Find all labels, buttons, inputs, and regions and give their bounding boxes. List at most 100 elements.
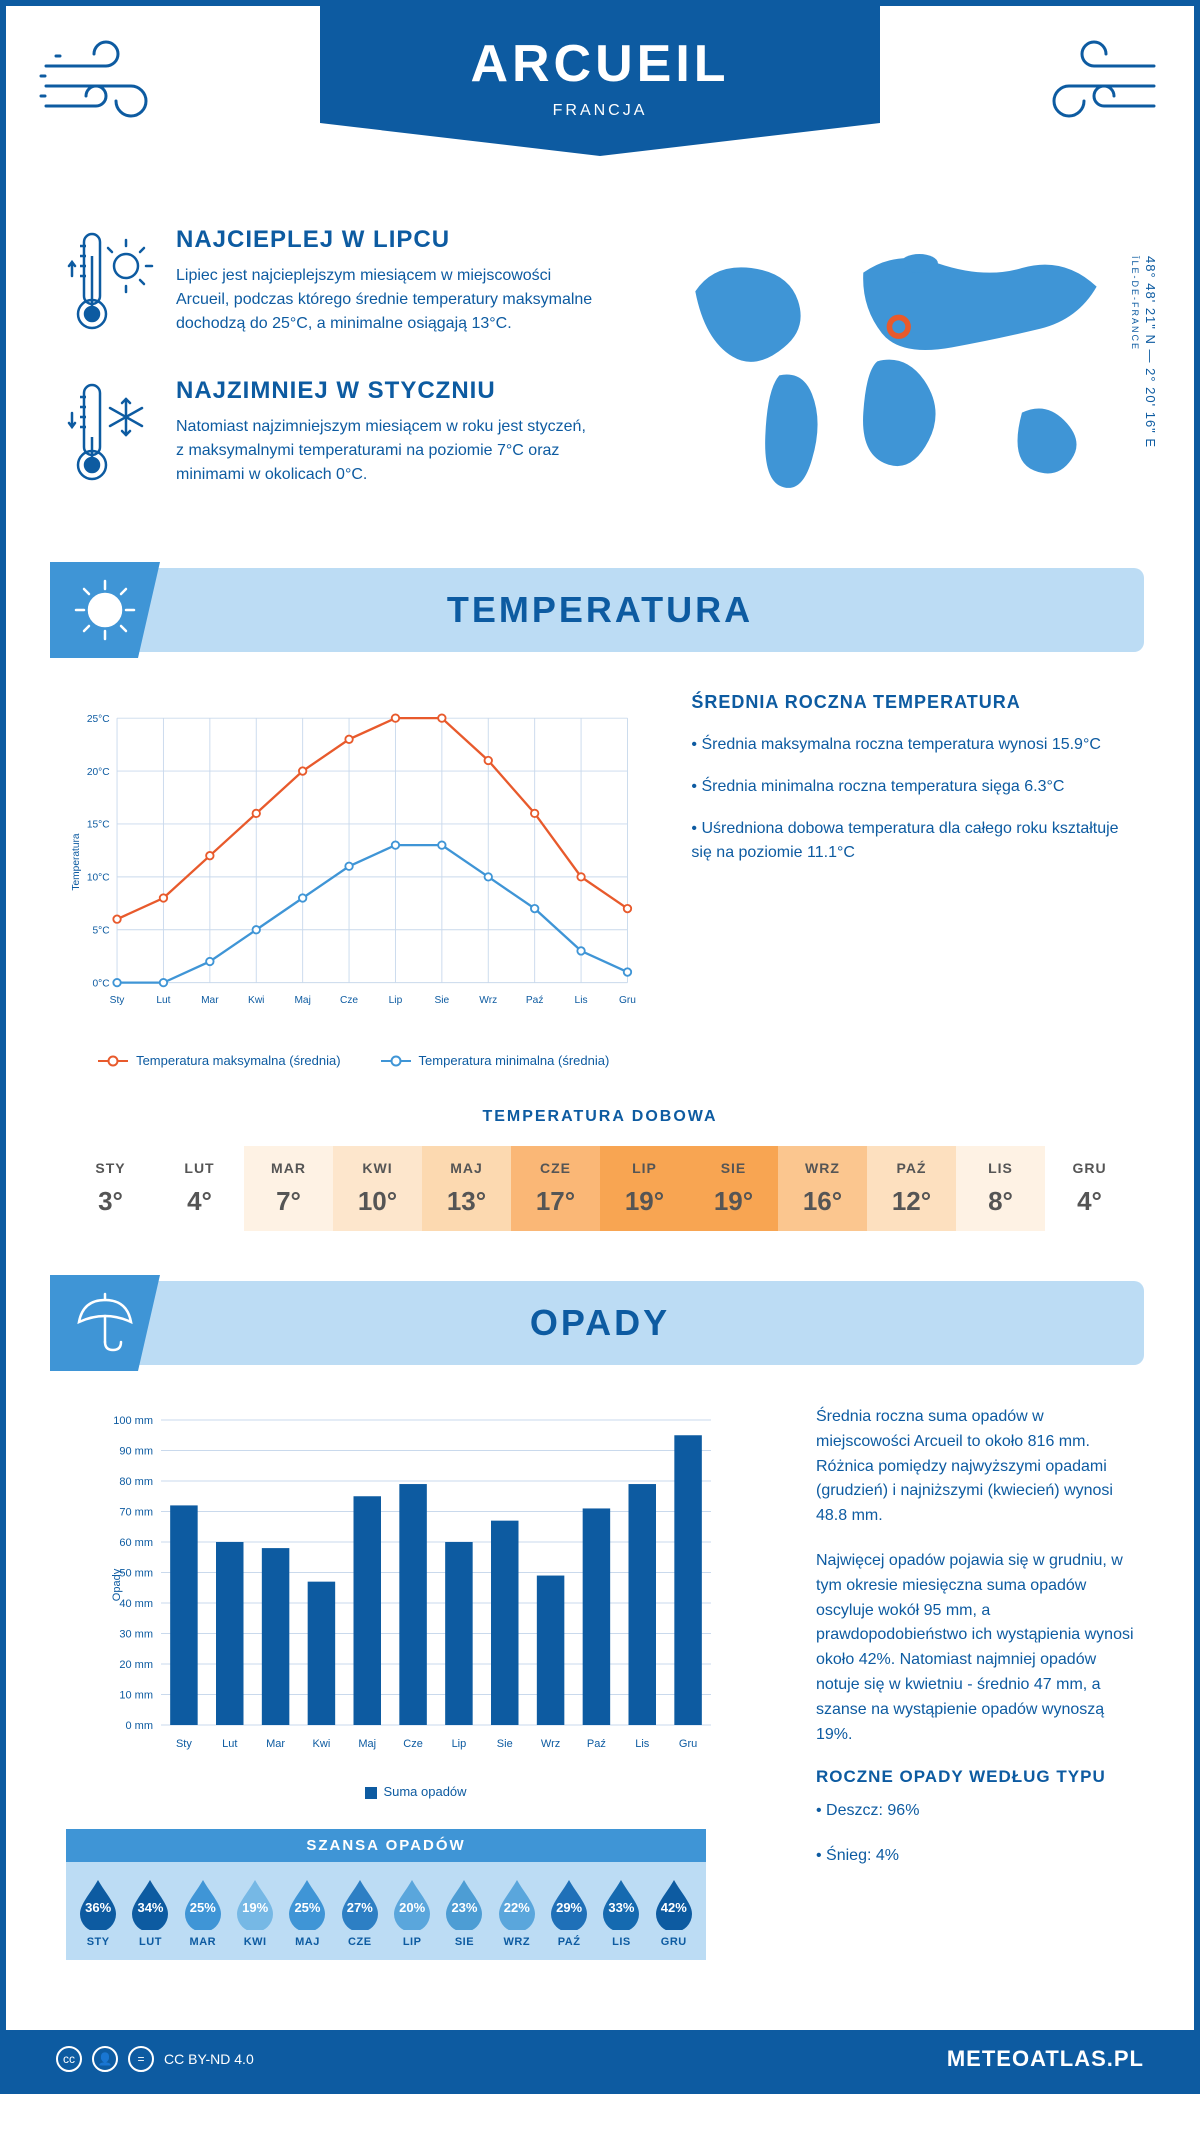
umbrella-icon: [50, 1275, 160, 1371]
license: cc 👤 = CC BY-ND 4.0: [56, 2046, 254, 2072]
svg-text:Wrz: Wrz: [479, 995, 497, 1006]
heat-cell: KWI10°: [333, 1146, 422, 1231]
heat-cell: LIP19°: [600, 1146, 689, 1231]
temperature-section: 0°C5°C10°C15°C20°C25°CStyLutMarKwiMajCze…: [6, 652, 1194, 1098]
svg-text:60 mm: 60 mm: [119, 1537, 153, 1549]
svg-text:Lip: Lip: [452, 1738, 467, 1750]
temperature-line-chart: 0°C5°C10°C15°C20°C25°CStyLutMarKwiMajCze…: [66, 692, 641, 1068]
svg-text:70 mm: 70 mm: [119, 1507, 153, 1519]
cold-fact-text: Natomiast najzimniejszym miesiącem w rok…: [176, 415, 596, 487]
svg-text:15°C: 15°C: [87, 820, 110, 831]
svg-text:Lip: Lip: [389, 995, 403, 1006]
drop-cell: 34%LUT: [124, 1876, 176, 1948]
thermometer-sun-icon: [66, 226, 156, 341]
drop-cell: 36%STY: [72, 1876, 124, 1948]
svg-text:Sie: Sie: [434, 995, 449, 1006]
svg-text:Lut: Lut: [156, 995, 170, 1006]
title-banner: ARCUEIL FRANCJA: [320, 6, 880, 156]
precip-p2: Najwięcej opadów pojawia się w grudniu, …: [816, 1549, 1134, 1747]
svg-text:Lis: Lis: [575, 995, 588, 1006]
temp-bullet-3: • Uśredniona dobowa temperatura dla całe…: [691, 817, 1134, 865]
precip-legend-label: Suma opadów: [383, 1784, 466, 1799]
nd-icon: =: [128, 2046, 154, 2072]
drop-cell: 27%CZE: [334, 1876, 386, 1948]
heat-cell: LIS8°: [956, 1146, 1045, 1231]
precip-snow: • Śnieg: 4%: [816, 1844, 1134, 1869]
heat-cell: LUT4°: [155, 1146, 244, 1231]
svg-text:Lut: Lut: [222, 1738, 237, 1750]
precipitation-section: 0 mm10 mm20 mm30 mm40 mm50 mm60 mm70 mm8…: [6, 1365, 1194, 1980]
intro-section: NAJCIEPLEJ W LIPCU Lipiec jest najcieple…: [6, 206, 1194, 568]
drop-cell: 25%MAR: [177, 1876, 229, 1948]
svg-text:Kwi: Kwi: [248, 995, 264, 1006]
coordinates: 48° 48' 21" N — 2° 20' 16" E ÎLE-DE-FRAN…: [1128, 256, 1158, 448]
svg-text:50 mm: 50 mm: [119, 1568, 153, 1580]
precipitation-info: Średnia roczna suma opadów w miejscowośc…: [816, 1405, 1134, 1960]
svg-text:Maj: Maj: [358, 1738, 376, 1750]
infographic-page: ARCUEIL FRANCJA NAJCIEPLEJ W LIPCU Lipie…: [0, 0, 1200, 2094]
heat-cell: SIE19°: [689, 1146, 778, 1231]
precip-section-title: OPADY: [530, 1302, 670, 1344]
wind-icon-right: [1024, 26, 1164, 151]
svg-text:Lis: Lis: [635, 1738, 650, 1750]
drop-cell: 22%WRZ: [491, 1876, 543, 1948]
heat-cell: MAR7°: [244, 1146, 333, 1231]
precip-chance-panel: SZANSA OPADÓW 36%STY34%LUT25%MAR19%KWI25…: [66, 1829, 706, 1960]
svg-text:30 mm: 30 mm: [119, 1629, 153, 1641]
svg-text:10°C: 10°C: [87, 873, 110, 884]
svg-text:100 mm: 100 mm: [113, 1415, 153, 1427]
legend-min: Temperatura minimalna (średnia): [419, 1053, 610, 1068]
drop-cell: 23%SIE: [438, 1876, 490, 1948]
heat-cell: WRZ16°: [778, 1146, 867, 1231]
temp-section-title: TEMPERATURA: [447, 589, 753, 631]
temp-bullet-2: • Średnia minimalna roczna temperatura s…: [691, 775, 1134, 799]
svg-text:Maj: Maj: [294, 995, 310, 1006]
temperature-info: ŚREDNIA ROCZNA TEMPERATURA • Średnia mak…: [691, 692, 1134, 1068]
country-name: FRANCJA: [320, 102, 880, 120]
svg-text:80 mm: 80 mm: [119, 1476, 153, 1488]
precipitation-bar-chart: 0 mm10 mm20 mm30 mm40 mm50 mm60 mm70 mm8…: [66, 1405, 766, 1960]
temperature-header: TEMPERATURA: [56, 568, 1144, 652]
hot-fact-text: Lipiec jest najcieplejszym miesiącem w m…: [176, 264, 596, 336]
header: ARCUEIL FRANCJA: [6, 6, 1194, 206]
svg-text:Cze: Cze: [403, 1738, 423, 1750]
heat-cell: PAŹ12°: [867, 1146, 956, 1231]
heat-cell: CZE17°: [511, 1146, 600, 1231]
temp-info-title: ŚREDNIA ROCZNA TEMPERATURA: [691, 692, 1134, 713]
heat-cell: STY3°: [66, 1146, 155, 1231]
svg-text:5°C: 5°C: [93, 925, 110, 936]
precipitation-header: OPADY: [56, 1281, 1144, 1365]
svg-text:Gru: Gru: [619, 995, 636, 1006]
dobowa-title: TEMPERATURA DOBOWA: [66, 1108, 1134, 1126]
legend-max: Temperatura maksymalna (średnia): [136, 1053, 340, 1068]
precip-legend: Suma opadów: [66, 1784, 766, 1799]
svg-text:Temperatura: Temperatura: [71, 833, 82, 891]
hot-fact-title: NAJCIEPLEJ W LIPCU: [176, 226, 596, 254]
city-name: ARCUEIL: [320, 34, 880, 94]
temp-bullet-1: • Średnia maksymalna roczna temperatura …: [691, 733, 1134, 757]
by-icon: 👤: [92, 2046, 118, 2072]
svg-text:Paź: Paź: [587, 1738, 606, 1750]
svg-text:Wrz: Wrz: [541, 1738, 560, 1750]
license-text: CC BY-ND 4.0: [164, 2051, 254, 2067]
wind-icon-left: [36, 26, 176, 151]
precip-p1: Średnia roczna suma opadów w miejscowośc…: [816, 1405, 1134, 1529]
svg-text:Kwi: Kwi: [313, 1738, 331, 1750]
svg-text:Sty: Sty: [110, 995, 126, 1006]
heat-cell: MAJ13°: [422, 1146, 511, 1231]
precip-rain: • Deszcz: 96%: [816, 1799, 1134, 1824]
hot-fact: NAJCIEPLEJ W LIPCU Lipiec jest najcieple…: [66, 226, 627, 341]
drop-cell: 25%MAJ: [281, 1876, 333, 1948]
svg-text:0 mm: 0 mm: [126, 1720, 154, 1732]
svg-text:20°C: 20°C: [87, 767, 110, 778]
szansa-title: SZANSA OPADÓW: [66, 1829, 706, 1862]
sun-icon: [50, 562, 160, 658]
temp-legend: Temperatura maksymalna (średnia) Tempera…: [66, 1053, 641, 1068]
daily-temp-table: TEMPERATURA DOBOWA STY3°LUT4°MAR7°KWI10°…: [6, 1098, 1194, 1281]
svg-text:Cze: Cze: [340, 995, 358, 1006]
svg-text:Mar: Mar: [266, 1738, 285, 1750]
thermometer-snow-icon: [66, 377, 156, 492]
svg-text:90 mm: 90 mm: [119, 1446, 153, 1458]
cold-fact: NAJZIMNIEJ W STYCZNIU Natomiast najzimni…: [66, 377, 627, 492]
svg-text:Opady: Opady: [111, 1568, 123, 1601]
